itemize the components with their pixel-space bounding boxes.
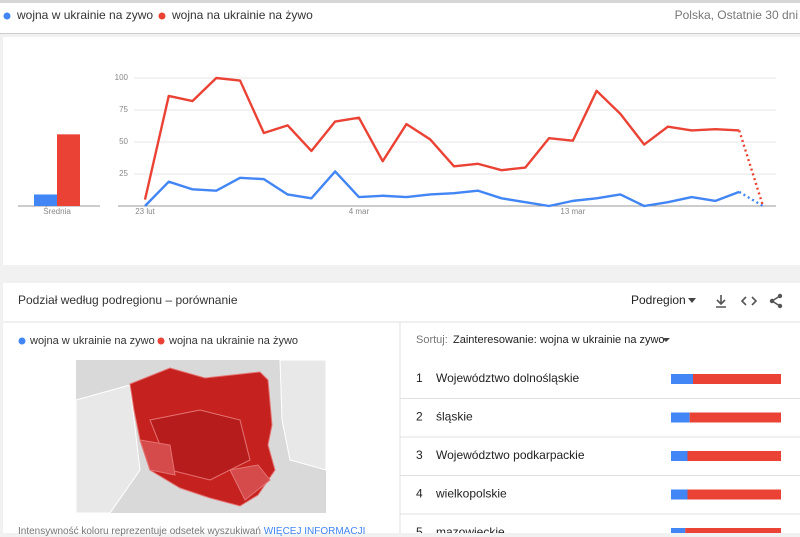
legend-label: wojna na ukrainie na żywo bbox=[171, 8, 313, 22]
region-rank: 5 bbox=[416, 525, 423, 533]
share-bar bbox=[671, 412, 690, 423]
legend-marker bbox=[18, 337, 26, 345]
y-tick-label: 50 bbox=[119, 137, 128, 146]
header-bar bbox=[0, 0, 800, 33]
share-bar bbox=[671, 489, 688, 500]
x-tick-label: 23 lut bbox=[135, 207, 155, 216]
header-shadow bbox=[0, 33, 800, 34]
dropdown-arrow[interactable] bbox=[662, 338, 670, 342]
legend-marker bbox=[3, 12, 11, 20]
legend-marker bbox=[158, 12, 166, 20]
region-name: Województwo dolnośląskie bbox=[436, 371, 580, 385]
average-bar bbox=[57, 134, 80, 206]
region-rank: 1 bbox=[416, 371, 423, 385]
sort-label: Sortuj: bbox=[416, 334, 448, 346]
scope: Polska, Ostatnie 30 dni bbox=[675, 8, 798, 22]
average-label: Średnia bbox=[43, 207, 71, 216]
share-bar bbox=[671, 528, 686, 533]
more-info-link[interactable]: WIĘCEJ INFORMACJI bbox=[263, 526, 366, 537]
sort-select[interactable]: Zainteresowanie: wojna w ukrainie na zyw… bbox=[453, 334, 665, 346]
dropdown-arrow[interactable] bbox=[688, 298, 696, 303]
region-name: śląskie bbox=[436, 410, 473, 424]
legend-label: wojna w ukrainie na zywo bbox=[29, 335, 155, 347]
region-rank: 3 bbox=[416, 448, 423, 462]
share-bar bbox=[687, 451, 781, 461]
resolution-select[interactable]: Podregion bbox=[631, 293, 686, 307]
map bbox=[75, 359, 327, 514]
region-rank: 2 bbox=[416, 410, 423, 424]
share-bar bbox=[689, 412, 781, 423]
y-tick-label: 25 bbox=[119, 169, 128, 178]
x-tick-label: 4 mar bbox=[349, 207, 370, 216]
legend-label: wojna na ukrainie na żywo bbox=[168, 335, 298, 347]
embed-icon[interactable] bbox=[740, 296, 758, 306]
share-bar bbox=[693, 374, 781, 384]
footnote-text: Intensywność koloru reprezentuje odsetek… bbox=[18, 526, 261, 537]
trend-line bbox=[143, 76, 765, 207]
share-bar bbox=[687, 489, 781, 500]
region-name: wielkopolskie bbox=[435, 487, 507, 501]
download-icon[interactable] bbox=[716, 295, 726, 308]
share-dots bbox=[769, 293, 783, 309]
y-tick-label: 75 bbox=[119, 105, 128, 114]
trend-line bbox=[144, 170, 764, 208]
share-bar bbox=[685, 528, 781, 533]
average-bar bbox=[34, 194, 57, 206]
chart-card bbox=[3, 37, 800, 265]
region-name: mazowieckie bbox=[436, 525, 505, 533]
share-bar bbox=[671, 374, 693, 384]
region-rank: 4 bbox=[416, 487, 423, 501]
x-tick-label: 13 mar bbox=[560, 207, 585, 216]
legend-marker bbox=[157, 337, 165, 345]
toolbar bbox=[716, 295, 781, 308]
footnote: Intensywność koloru reprezentuje odsetek… bbox=[18, 526, 365, 537]
legend-label: wojna w ukrainie na zywo bbox=[16, 8, 153, 22]
y-tick-label: 100 bbox=[115, 73, 129, 82]
region-name: Województwo podkarpackie bbox=[436, 448, 585, 462]
header-edge bbox=[0, 0, 800, 3]
share-bar bbox=[671, 451, 688, 461]
regions-title: Podział według podregionu – porównanie bbox=[18, 293, 238, 307]
